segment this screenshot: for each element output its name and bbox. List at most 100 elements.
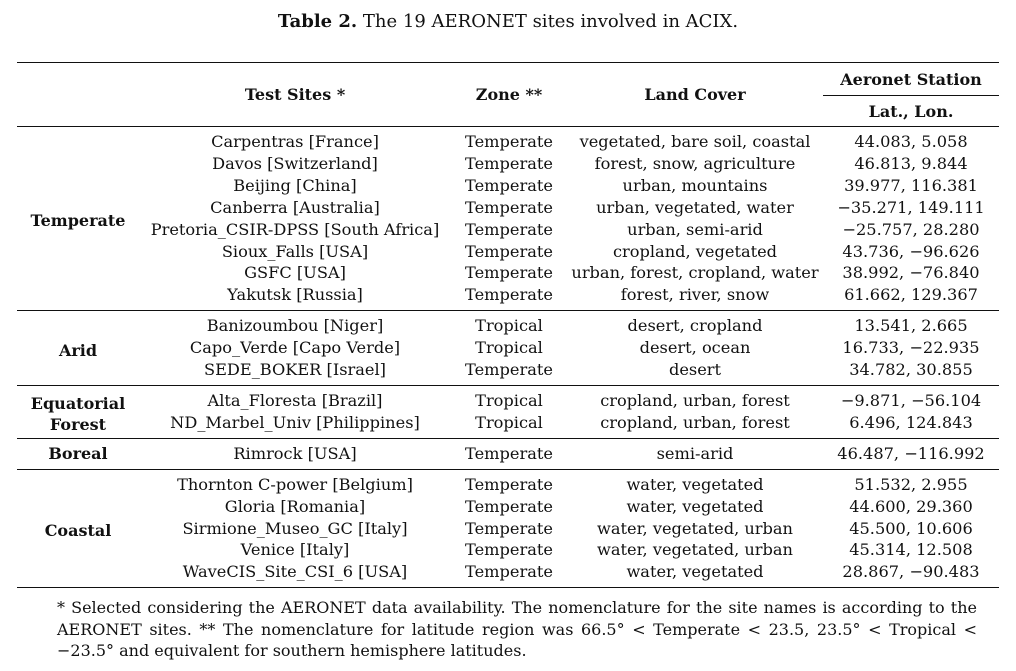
cell-site: GSFC [USA] xyxy=(244,263,346,283)
cell-zone: Temperate xyxy=(465,153,553,173)
cell-land-cover: forest, river, snow xyxy=(620,285,770,305)
group-label: Coastal xyxy=(44,520,112,540)
cell-zone: Temperate xyxy=(465,241,553,261)
cell-zone: Temperate xyxy=(465,197,553,217)
table-row: Temperate Carpentras [France] Temperate veg… xyxy=(17,127,999,230)
table-row: Boreal Rimrock [USA] Temperate semi-arid 46.… xyxy=(17,438,999,469)
group-label: Arid xyxy=(58,340,98,360)
cell-coords: 38.992, −76.840 xyxy=(842,263,980,283)
cell-site: Venice [Italy] xyxy=(240,540,350,560)
cell-coords: 28.867, −90.483 xyxy=(842,562,980,582)
table-row: Yakutsk [Russia] Temperate forest, river, … xyxy=(17,284,999,310)
cell-zone: Temperate xyxy=(465,285,553,305)
cell-site: Beijing [China] xyxy=(233,175,357,195)
cell-zone: Temperate xyxy=(465,443,553,463)
table-header: Test Sites * Zone ** Land Cover Aeronet … xyxy=(17,62,999,127)
cell-land-cover: cropland, urban, forest xyxy=(600,390,790,410)
table-row: Arid Banizoumbou [Niger] Tropical desert, c… xyxy=(17,311,999,359)
cell-site: Gloria [Romania] xyxy=(224,496,366,516)
aeronet-sites-table: Test Sites * Zone ** Land Cover Aeronet … xyxy=(17,62,999,588)
cell-site: Sirmione_Museo_GC [Italy] xyxy=(182,518,408,538)
cell-coords: 46.487, −116.992 xyxy=(837,443,985,463)
table-row: Beijing [China] Temperate urban, mountains… xyxy=(17,175,999,197)
table-group: Boreal Rimrock [USA] Temperate semi-arid 46.… xyxy=(17,438,999,470)
table-row: WaveCIS_Site_CSI_6 [USA] Temperate water, … xyxy=(17,561,999,587)
cell-coords: 46.813, 9.844 xyxy=(854,153,968,173)
cell-coords: 45.500, 10.606 xyxy=(849,518,973,538)
cell-site: Rimrock [USA] xyxy=(233,443,357,463)
cell-zone: Temperate xyxy=(465,175,553,195)
table-group: Equatorial Forest Alta_Floresta [Brazil] T… xyxy=(17,385,999,439)
header-land-cover: Land Cover xyxy=(644,85,746,104)
cell-zone: Temperate xyxy=(465,132,553,151)
cell-land-cover: vegetated, bare soil, coastal xyxy=(579,132,811,151)
cell-coords: 43.736, −96.626 xyxy=(842,241,980,261)
table-group: Coastal Thornton C-power [Belgium] Tempera… xyxy=(17,469,999,588)
cell-zone: Temperate xyxy=(465,263,553,283)
table-caption-text: The 19 AERONET sites involved in ACIX. xyxy=(357,11,739,32)
cell-land-cover: urban, mountains xyxy=(622,175,768,195)
cell-site: Davos [Switzerland] xyxy=(212,153,378,173)
cell-zone: Tropical xyxy=(475,316,543,336)
cell-coords: 34.782, 30.855 xyxy=(849,360,973,380)
cell-site: ND_Marbel_Univ [Philippines] xyxy=(170,412,420,432)
cell-land-cover: desert, ocean xyxy=(639,338,751,358)
group-label: Temperate xyxy=(30,211,126,231)
cell-coords: −25.757, 28.280 xyxy=(842,219,980,239)
cell-site: SEDE_BOKER [Israel] xyxy=(204,360,386,380)
cell-coords: 6.496, 124.843 xyxy=(849,412,973,432)
header-lat-lon: Lat., Lon. xyxy=(868,101,954,121)
cell-zone: Tropical xyxy=(475,338,543,358)
cell-coords: 44.600, 29.360 xyxy=(849,496,973,516)
cell-coords: 44.083, 5.058 xyxy=(854,132,968,151)
cell-coords: 39.977, 116.381 xyxy=(844,175,978,195)
cell-coords: 51.532, 2.955 xyxy=(854,474,968,494)
table-row: Davos [Switzerland] Temperate forest, snow… xyxy=(17,153,999,175)
cell-land-cover: urban, vegetated, water xyxy=(596,197,794,217)
cell-zone: Temperate xyxy=(465,219,553,239)
cell-land-cover: water, vegetated xyxy=(626,562,764,582)
cell-site: Carpentras [France] xyxy=(211,132,379,151)
table-caption-label: Table 2. xyxy=(277,11,358,32)
cell-land-cover: water, vegetated, urban xyxy=(596,518,793,538)
cell-land-cover: cropland, vegetated xyxy=(612,241,778,261)
cell-coords: 45.314, 12.508 xyxy=(849,540,973,560)
header-test-sites: Test Sites * xyxy=(244,85,346,104)
table-row: Sirmione_Museo_GC [Italy] Temperate water,… xyxy=(17,518,999,540)
cell-coords: −9.871, −56.104 xyxy=(840,390,982,410)
table-row: Gloria [Romania] Temperate water, vegetate… xyxy=(17,496,999,518)
header-aeronet-station: Aeronet Station xyxy=(823,62,999,96)
cell-land-cover: forest, snow, agriculture xyxy=(594,153,796,173)
cell-site: Alta_Floresta [Brazil] xyxy=(207,390,383,410)
header-group xyxy=(17,63,139,127)
cell-coords: −35.271, 149.111 xyxy=(837,197,985,217)
cell-site: Sioux_Falls [USA] xyxy=(221,241,369,261)
table-caption: Table 2. The 19 AERONET sites involved i… xyxy=(0,10,1016,34)
table-row: Coastal Thornton C-power [Belgium] Tempera… xyxy=(17,469,999,540)
cell-coords: 16.733, −22.935 xyxy=(842,338,980,358)
table-row: Venice [Italy] Temperate water, vegetated,… xyxy=(17,539,999,561)
cell-site: Capo_Verde [Capo Verde] xyxy=(189,338,401,358)
table-row: GSFC [USA] Temperate urban, forest, cropla… xyxy=(17,262,999,284)
cell-land-cover: semi-arid xyxy=(656,443,734,463)
table-row: Pretoria_CSIR-DPSS [South Africa] Tempera… xyxy=(17,219,999,241)
cell-zone: Temperate xyxy=(465,562,553,582)
group-label: Boreal xyxy=(48,444,108,464)
table-row: SEDE_BOKER [Israel] Temperate desert 34.782… xyxy=(17,359,999,385)
table-row: Equatorial Forest Alta_Floresta [Brazil] T… xyxy=(17,385,999,434)
cell-zone: Temperate xyxy=(465,496,553,516)
group-label: Equatorial Forest xyxy=(30,393,126,434)
table-footnote: * Selected considering the AERONET data … xyxy=(57,598,977,661)
cell-land-cover: cropland, urban, forest xyxy=(600,412,790,432)
cell-zone: Temperate xyxy=(465,360,553,380)
cell-site: Thornton C-power [Belgium] xyxy=(177,474,413,494)
table-row: Capo_Verde [Capo Verde] Tropical desert, o… xyxy=(17,337,999,359)
cell-land-cover: desert xyxy=(668,360,722,380)
cell-zone: Tropical xyxy=(475,412,543,432)
cell-zone: Temperate xyxy=(465,540,553,560)
cell-land-cover: water, vegetated, urban xyxy=(596,540,793,560)
table-row: Canberra [Australia] Temperate urban, vege… xyxy=(17,197,999,219)
cell-site: WaveCIS_Site_CSI_6 [USA] xyxy=(182,562,408,582)
cell-zone: Temperate xyxy=(465,474,553,494)
cell-coords: 13.541, 2.665 xyxy=(854,316,968,336)
